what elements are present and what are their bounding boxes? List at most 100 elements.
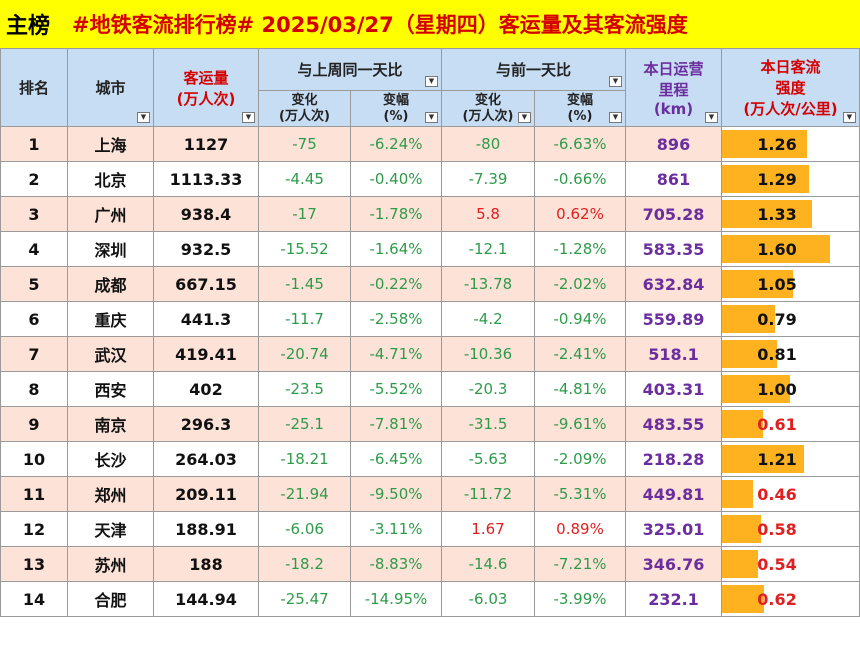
day-pct-cell: -0.66% <box>534 161 626 197</box>
day-change-cell: -6.03 <box>441 581 535 617</box>
rank-cell: 2 <box>0 161 68 197</box>
week-pct-cell: -1.64% <box>350 231 442 267</box>
intensity-value: 1.05 <box>757 274 797 294</box>
week-pct-cell: -3.11% <box>350 511 442 547</box>
day-pct-cell: 0.89% <box>534 511 626 547</box>
mileage-cell: 632.84 <box>625 266 722 302</box>
week-change-cell: -18.21 <box>258 441 351 477</box>
rank-cell: 14 <box>0 581 68 617</box>
city-cell: 郑州 <box>67 476 154 512</box>
day-change-cell: -12.1 <box>441 231 535 267</box>
rank-cell: 6 <box>0 301 68 337</box>
intensity-value: 1.29 <box>757 169 797 189</box>
ranking-table: 排名 城市 ▼ 客运量 (万人次) ▼ 与上周同一天比 ▼ 与前一天比 ▼ 本日… <box>0 48 860 617</box>
intensity-value: 0.79 <box>757 309 797 329</box>
filter-dropdown-icon[interactable]: ▼ <box>425 76 438 87</box>
table-row: 2 北京 1113.33 -4.45 -0.40% -7.39 -0.66% 861 1.29 <box>0 161 860 197</box>
week-pct-cell: -0.40% <box>350 161 442 197</box>
day-change-cell: 1.67 <box>441 511 535 547</box>
mileage-cell: 403.31 <box>625 371 722 407</box>
rank-cell: 7 <box>0 336 68 372</box>
rank-cell: 12 <box>0 511 68 547</box>
intensity-bar <box>722 130 807 158</box>
day-pct-cell: -7.21% <box>534 546 626 582</box>
week-pct-cell: -7.81% <box>350 406 442 442</box>
intensity-bar <box>722 480 753 508</box>
table-row: 6 重庆 441.3 -11.7 -2.58% -4.2 -0.94% 559.89 0.79 <box>0 301 860 337</box>
mileage-cell: 325.01 <box>625 511 722 547</box>
day-change-cell: -10.36 <box>441 336 535 372</box>
intensity-cell: 1.00 <box>721 371 860 407</box>
volume-cell: 1113.33 <box>153 161 259 197</box>
volume-cell: 938.4 <box>153 196 259 232</box>
day-change-cell: -4.2 <box>441 301 535 337</box>
day-pct-cell: -9.61% <box>534 406 626 442</box>
day-pct-cell: -1.28% <box>534 231 626 267</box>
mileage-cell: 483.55 <box>625 406 722 442</box>
volume-cell: 188.91 <box>153 511 259 547</box>
header-day-group: 与前一天比 ▼ <box>441 48 626 91</box>
table-row: 10 长沙 264.03 -18.21 -6.45% -5.63 -2.09% 218.28 1… <box>0 441 860 477</box>
filter-dropdown-icon[interactable]: ▼ <box>609 112 622 123</box>
intensity-value: 0.46 <box>757 484 797 504</box>
city-cell: 南京 <box>67 406 154 442</box>
week-change-cell: -25.1 <box>258 406 351 442</box>
filter-dropdown-icon[interactable]: ▼ <box>242 112 255 123</box>
city-cell: 长沙 <box>67 441 154 477</box>
intensity-bar <box>722 305 775 333</box>
filter-dropdown-icon[interactable]: ▼ <box>843 112 856 123</box>
mileage-cell: 346.76 <box>625 546 722 582</box>
intensity-bar <box>722 270 793 298</box>
week-pct-cell: -2.58% <box>350 301 442 337</box>
header-mileage: 本日运营 里程 (km) ▼ <box>625 48 722 127</box>
filter-dropdown-icon[interactable]: ▼ <box>609 76 622 87</box>
week-change-cell: -6.06 <box>258 511 351 547</box>
table-row: 1 上海 1127 -75 -6.24% -80 -6.63% 896 1.26 <box>0 126 860 162</box>
rank-cell: 13 <box>0 546 68 582</box>
filter-dropdown-icon[interactable]: ▼ <box>705 112 718 123</box>
intensity-value: 1.33 <box>757 204 797 224</box>
intensity-cell: 0.54 <box>721 546 860 582</box>
day-pct-cell: 0.62% <box>534 196 626 232</box>
volume-cell: 144.94 <box>153 581 259 617</box>
week-change-cell: -1.45 <box>258 266 351 302</box>
table-row: 11 郑州 209.11 -21.94 -9.50% -11.72 -5.31% 449.81… <box>0 476 860 512</box>
volume-cell: 667.15 <box>153 266 259 302</box>
intensity-bar <box>722 585 764 613</box>
rank-cell: 5 <box>0 266 68 302</box>
week-change-cell: -25.47 <box>258 581 351 617</box>
week-change-cell: -17 <box>258 196 351 232</box>
day-change-cell: -31.5 <box>441 406 535 442</box>
day-pct-cell: -2.09% <box>534 441 626 477</box>
intensity-cell: 1.33 <box>721 196 860 232</box>
filter-dropdown-icon[interactable]: ▼ <box>137 112 150 123</box>
table-row: 12 天津 188.91 -6.06 -3.11% 1.67 0.89% 325.01 0.58 <box>0 511 860 547</box>
intensity-bar <box>722 340 777 368</box>
table-row: 3 广州 938.4 -17 -1.78% 5.8 0.62% 705.28 1.33 <box>0 196 860 232</box>
intensity-value: 1.21 <box>757 449 797 469</box>
header-week-group: 与上周同一天比 ▼ <box>258 48 442 91</box>
day-change-cell: -7.39 <box>441 161 535 197</box>
filter-dropdown-icon[interactable]: ▼ <box>425 112 438 123</box>
mileage-cell: 518.1 <box>625 336 722 372</box>
day-pct-cell: -2.02% <box>534 266 626 302</box>
intensity-value: 1.60 <box>757 239 797 259</box>
mileage-cell: 449.81 <box>625 476 722 512</box>
mileage-cell: 232.1 <box>625 581 722 617</box>
intensity-cell: 1.60 <box>721 231 860 267</box>
week-change-cell: -23.5 <box>258 371 351 407</box>
city-cell: 西安 <box>67 371 154 407</box>
table-row: 4 深圳 932.5 -15.52 -1.64% -12.1 -1.28% 583.35 1.6… <box>0 231 860 267</box>
day-pct-cell: -6.63% <box>534 126 626 162</box>
rank-cell: 10 <box>0 441 68 477</box>
filter-dropdown-icon[interactable]: ▼ <box>518 112 531 123</box>
intensity-bar <box>722 550 758 578</box>
intensity-cell: 0.81 <box>721 336 860 372</box>
title-bar: 主榜 #地铁客流排行榜# 2025/03/27（星期四）客运量及其客流强度 <box>0 0 860 48</box>
intensity-bar <box>722 165 809 193</box>
mileage-cell: 559.89 <box>625 301 722 337</box>
city-cell: 成都 <box>67 266 154 302</box>
intensity-bar <box>722 375 790 403</box>
week-change-cell: -21.94 <box>258 476 351 512</box>
intensity-value: 1.00 <box>757 379 797 399</box>
